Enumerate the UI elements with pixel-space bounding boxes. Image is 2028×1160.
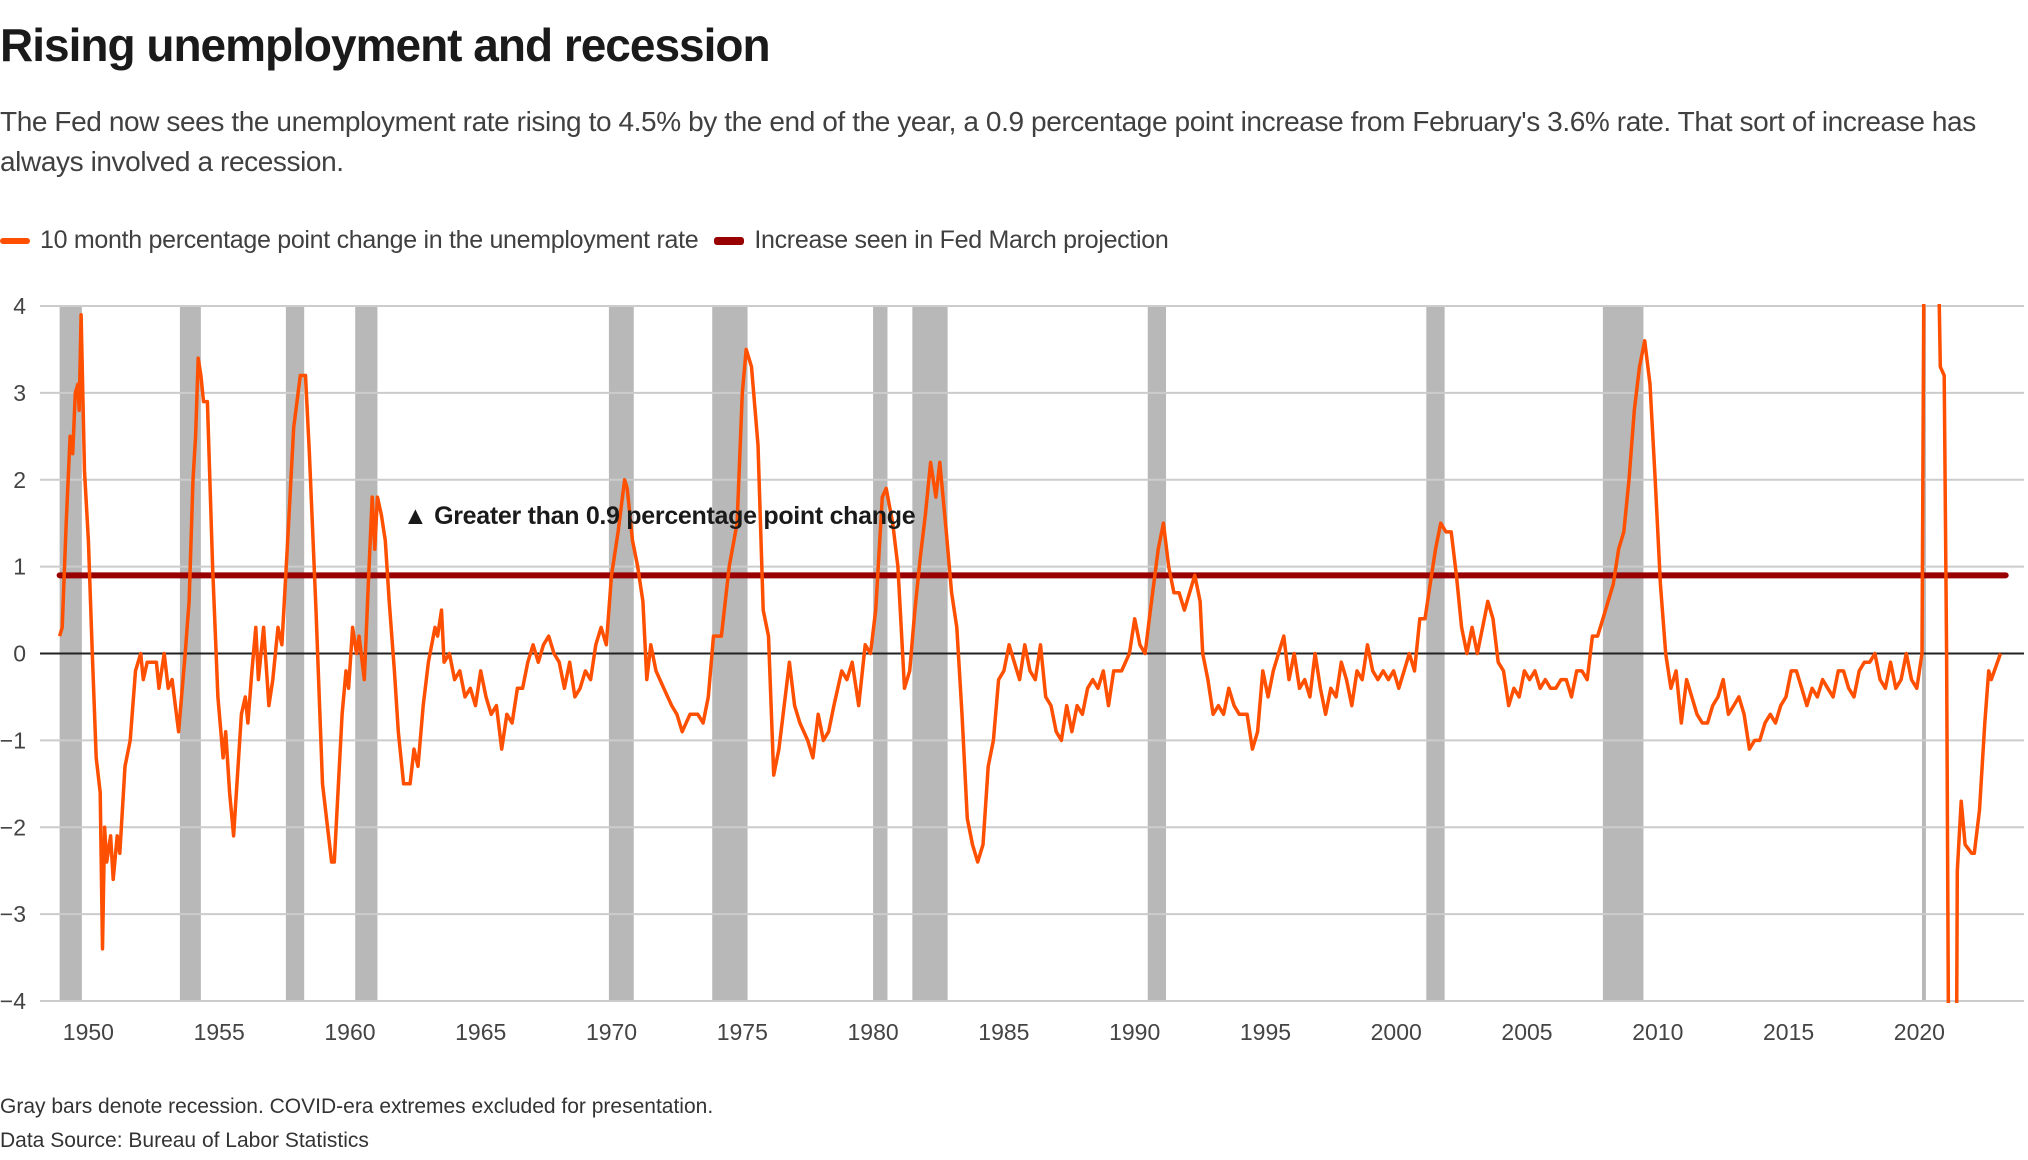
x-tick-label: 2000 bbox=[1371, 1019, 1422, 1045]
x-tick-label: 1975 bbox=[717, 1019, 768, 1045]
x-tick-label: 1985 bbox=[978, 1019, 1029, 1045]
x-tick-label: 1970 bbox=[586, 1019, 637, 1045]
x-tick-label: 1995 bbox=[1240, 1019, 1291, 1045]
y-axis-ticks: 4 3 2 1 0 −1 −2 −3 −4 bbox=[0, 293, 26, 1014]
y-tick-label: 4 bbox=[13, 293, 26, 319]
triangle-up-icon: ▲ bbox=[403, 502, 428, 530]
y-tick-label: 3 bbox=[13, 380, 26, 406]
x-tick-label: 1965 bbox=[455, 1019, 506, 1045]
legend-label-threshold: Increase seen in Fed March projection bbox=[754, 226, 1169, 254]
footer: Gray bars denote recession. COVID-era ex… bbox=[0, 1090, 713, 1158]
y-tick-label: −1 bbox=[0, 727, 26, 753]
chart-subtitle: The Fed now sees the unemployment rate r… bbox=[0, 106, 1976, 177]
y-tick-label: 2 bbox=[13, 467, 26, 493]
x-axis-ticks: 1950 1955 1960 1965 1970 1975 1980 1985 1990 1995… bbox=[63, 1019, 1945, 1045]
x-tick-label: 1980 bbox=[848, 1019, 899, 1045]
x-tick-label: 2015 bbox=[1763, 1019, 1814, 1045]
legend-item-series: 10 month percentage point change in the … bbox=[0, 226, 699, 255]
legend-item-threshold: Increase seen in Fed March projection bbox=[714, 226, 1169, 255]
annotation: ▲ Greater than 0.9 percentage point chan… bbox=[403, 500, 916, 533]
chart-title: Rising unemployment and recession bbox=[0, 19, 771, 71]
y-tick-label: −3 bbox=[0, 901, 26, 927]
y-tick-label: 0 bbox=[13, 641, 26, 667]
legend-swatch-series bbox=[0, 237, 30, 244]
legend-swatch-threshold bbox=[714, 236, 745, 245]
legend: 10 month percentage point change in the … bbox=[0, 226, 1184, 255]
x-tick-label: 1960 bbox=[324, 1019, 375, 1045]
x-tick-label: 1955 bbox=[194, 1019, 245, 1045]
footer-source: Data Source: Bureau of Labor Statistics bbox=[0, 1129, 369, 1152]
series-line bbox=[57, 304, 2003, 1003]
x-tick-label: 1990 bbox=[1109, 1019, 1160, 1045]
x-tick-label: 2005 bbox=[1501, 1019, 1552, 1045]
footer-note: Gray bars denote recession. COVID-era ex… bbox=[0, 1095, 714, 1118]
annotation-text: Greater than 0.9 percentage point change bbox=[434, 502, 916, 530]
y-tick-label: 1 bbox=[13, 554, 26, 580]
x-tick-label: 1950 bbox=[63, 1019, 114, 1045]
gridlines bbox=[40, 305, 2024, 1002]
legend-label-series: 10 month percentage point change in the … bbox=[40, 226, 699, 254]
x-tick-label: 2020 bbox=[1894, 1019, 1945, 1045]
x-tick-label: 2010 bbox=[1632, 1019, 1683, 1045]
y-tick-label: −4 bbox=[0, 988, 26, 1014]
series-layer bbox=[57, 304, 2003, 1003]
y-tick-label: −2 bbox=[0, 814, 26, 840]
